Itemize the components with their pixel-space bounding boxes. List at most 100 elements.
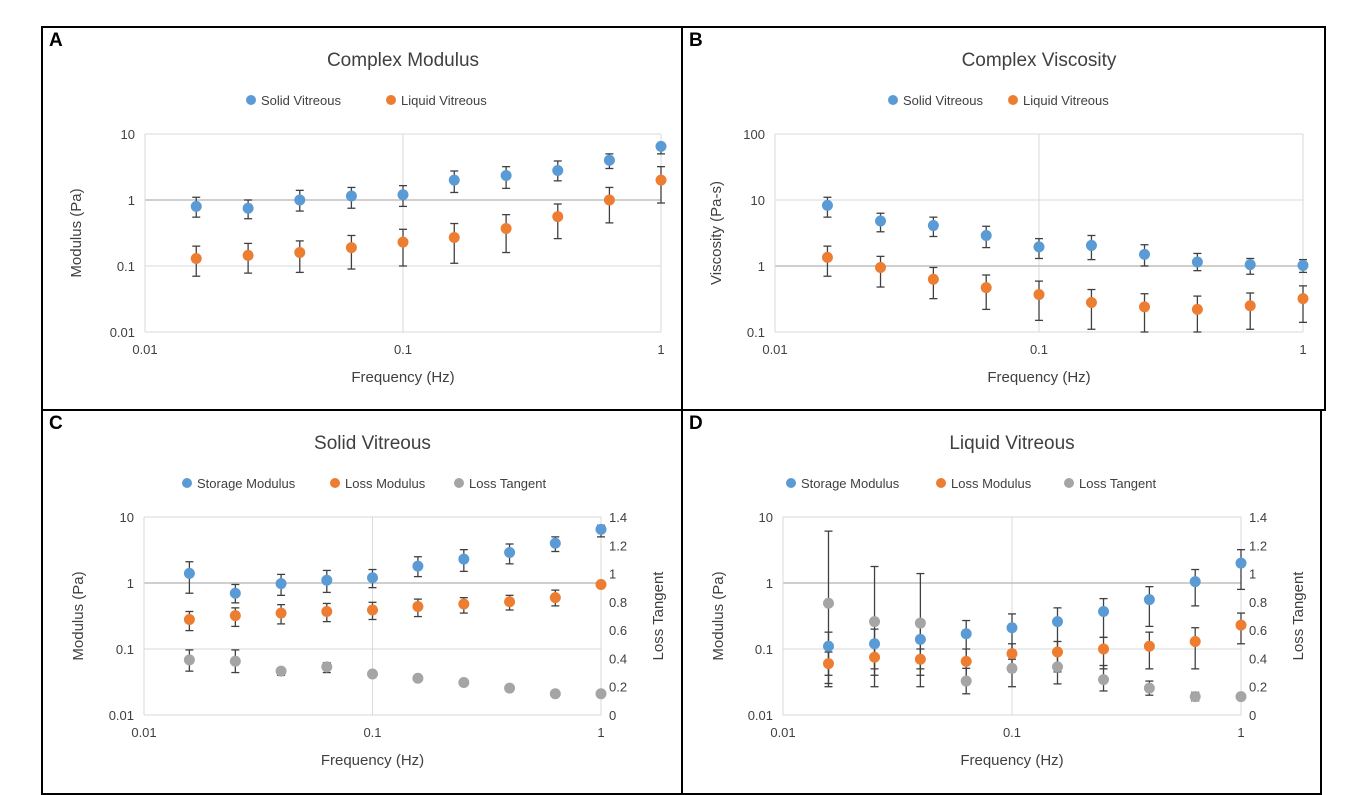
data-point — [875, 215, 887, 227]
legend-label: Loss Modulus — [951, 476, 1032, 491]
data-point — [552, 164, 564, 176]
data-point — [1143, 594, 1155, 606]
data-point — [655, 174, 667, 186]
data-point — [980, 282, 992, 294]
legend-label: Loss Tangent — [469, 476, 546, 491]
chart-title: Liquid Vitreous — [949, 433, 1074, 454]
data-point — [1191, 303, 1203, 315]
data-point — [242, 202, 254, 214]
data-point — [914, 653, 926, 665]
legend-marker — [454, 478, 464, 488]
legend-marker — [330, 478, 340, 488]
data-point — [229, 610, 241, 622]
data-point — [275, 665, 287, 677]
data-point — [458, 553, 470, 565]
y-tick-label: 0.01 — [110, 325, 135, 340]
data-point — [960, 675, 972, 687]
panel-letter-c: C — [49, 413, 63, 434]
chart-b: Complex Viscosity Solid Vitreous Liquid Vi… — [708, 50, 1309, 386]
data-point — [504, 596, 516, 608]
y2-tick-label: 0.8 — [1249, 595, 1267, 610]
y-tick-label: 0.1 — [116, 642, 134, 657]
panel-a: A Complex Modulus Solid Vitreous Liquid Vi… — [41, 26, 683, 411]
data-point — [822, 640, 834, 652]
y-axis-label: Modulus (Pa) — [710, 571, 727, 660]
data-point — [397, 236, 409, 248]
y-axis-label: Modulus (Pa) — [68, 188, 85, 277]
data-point — [1235, 619, 1247, 631]
data-point — [1085, 296, 1097, 308]
data-point — [1098, 643, 1110, 655]
legend-label: Liquid Vitreous — [401, 93, 487, 108]
data-point — [914, 617, 926, 629]
panel-b: B Complex Viscosity Solid Vitreous Liquid … — [681, 26, 1326, 411]
legend-label: Solid Vitreous — [903, 93, 983, 108]
y2-axis-label: Loss Tangent — [1290, 571, 1307, 661]
x-axis-label: Frequency (Hz) — [351, 369, 454, 386]
x-axis-label: Frequency (Hz) — [321, 752, 424, 769]
chart-c: Solid Vitreous Storage Modulus Loss Modulu… — [70, 433, 667, 769]
data-point — [321, 605, 333, 617]
legend-label: Loss Modulus — [345, 476, 426, 491]
x-tick-label: 0.01 — [762, 342, 787, 357]
data-point — [367, 604, 378, 616]
y2-tick-label: 1 — [1249, 567, 1256, 582]
y2-tick-label: 0.8 — [609, 595, 627, 610]
data-point — [397, 189, 409, 201]
y-tick-label: 10 — [759, 510, 773, 525]
data-point — [549, 592, 561, 604]
data-point — [448, 174, 460, 186]
y2-tick-label: 0.6 — [1249, 623, 1267, 638]
x-tick-label: 0.1 — [1030, 342, 1048, 357]
data-point — [549, 688, 561, 700]
chart-title: Complex Viscosity — [962, 50, 1117, 71]
data-point — [603, 194, 615, 206]
y2-tick-label: 0 — [609, 708, 616, 723]
data-point — [1297, 293, 1309, 305]
data-point — [229, 587, 241, 599]
x-tick-label: 1 — [597, 725, 604, 740]
panel-letter-d: D — [689, 413, 703, 434]
y2-tick-label: 1.2 — [1249, 538, 1267, 553]
legend-label: Storage Modulus — [801, 476, 900, 491]
data-point — [603, 154, 615, 166]
data-point — [183, 613, 195, 625]
legend-marker — [386, 95, 396, 105]
data-point — [1051, 646, 1063, 658]
panel-letter-b: B — [689, 30, 703, 51]
data-point — [869, 638, 881, 650]
data-point — [190, 200, 202, 212]
data-point — [504, 682, 516, 694]
data-point — [1006, 648, 1018, 660]
data-point — [367, 572, 378, 584]
data-point — [500, 222, 512, 234]
data-point — [1189, 635, 1201, 647]
x-tick-label: 1 — [1237, 725, 1244, 740]
data-point — [595, 523, 607, 535]
x-tick-label: 0.01 — [770, 725, 795, 740]
data-point — [412, 601, 424, 613]
y2-axis-label: Loss Tangent — [650, 571, 667, 661]
data-point — [294, 194, 306, 206]
data-point — [275, 578, 287, 590]
data-point — [183, 654, 195, 666]
data-point — [869, 616, 881, 628]
data-point — [1189, 691, 1201, 703]
x-tick-label: 1 — [657, 342, 664, 357]
data-point — [1098, 605, 1110, 617]
data-point — [1143, 640, 1155, 652]
x-tick-label: 0.1 — [363, 725, 381, 740]
panel-d: D Liquid Vitreous Storage Modulus Loss Mod… — [681, 409, 1322, 795]
y-tick-label: 1 — [128, 193, 135, 208]
data-point — [595, 688, 607, 700]
data-point — [1244, 259, 1256, 271]
y-tick-label: 1 — [127, 576, 134, 591]
y-tick-label: 1 — [766, 576, 773, 591]
data-point — [275, 607, 287, 619]
data-point — [183, 567, 195, 579]
x-tick-label: 0.1 — [394, 342, 412, 357]
data-point — [229, 655, 241, 667]
x-tick-label: 0.01 — [131, 725, 156, 740]
chart-a: Complex Modulus Solid Vitreous Liquid Vitr… — [68, 50, 667, 386]
data-point — [321, 574, 333, 586]
